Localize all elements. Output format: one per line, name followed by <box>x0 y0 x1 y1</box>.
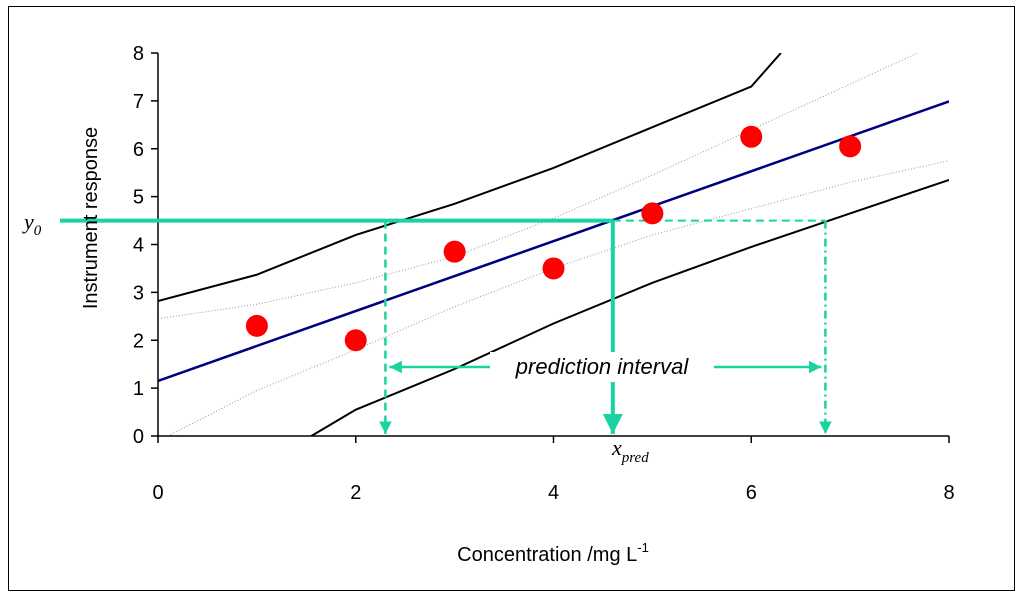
x-axis-label: Concentration /mg L-1 <box>457 540 649 566</box>
y-tick-label: 5 <box>133 187 144 209</box>
data-point <box>443 240 466 263</box>
y-tick-label: 1 <box>133 378 144 400</box>
data-point <box>740 125 763 148</box>
y0-label-main: y <box>22 209 34 234</box>
y-tick-label: 2 <box>133 330 144 352</box>
x-tick-label: 8 <box>943 482 954 504</box>
data-point <box>641 202 664 225</box>
regression-line <box>158 100 949 383</box>
xpred-label-sub: pred <box>621 450 649 466</box>
confidence-band-lower <box>167 160 949 436</box>
x-axis-label-text: Concentration /mg L <box>457 544 637 566</box>
xpred-label-main: x <box>611 435 622 460</box>
y-axis-label: Instrument response <box>80 127 102 309</box>
data-point <box>839 135 862 158</box>
chart-frame <box>8 6 1015 591</box>
data-point <box>344 329 367 352</box>
x-tick-label: 6 <box>746 482 757 504</box>
y-tick-label: 8 <box>133 43 144 65</box>
y-tick-label: 4 <box>133 235 144 257</box>
xpred-label: xpred <box>611 435 649 466</box>
interval-label-bg <box>490 352 714 382</box>
x-tick-label: 0 <box>152 482 163 504</box>
y-tick-label: 7 <box>133 91 144 113</box>
prediction-interval-label: prediction interval <box>515 354 690 379</box>
y0-label: y0 <box>22 209 42 239</box>
x-tick-label: 4 <box>548 482 559 504</box>
x-axis-label-exponent: -1 <box>637 540 649 555</box>
y-tick-label: 3 <box>133 282 144 304</box>
prediction-band-upper <box>158 53 782 302</box>
data-point <box>245 314 268 337</box>
y-tick-label: 6 <box>133 139 144 161</box>
x-tick-label: 2 <box>350 482 361 504</box>
y-tick-label: 0 <box>133 426 144 448</box>
y0-label-sub: 0 <box>34 223 42 239</box>
curves-group <box>158 53 949 436</box>
data-point <box>542 257 565 280</box>
prediction-band-lower <box>310 178 949 436</box>
